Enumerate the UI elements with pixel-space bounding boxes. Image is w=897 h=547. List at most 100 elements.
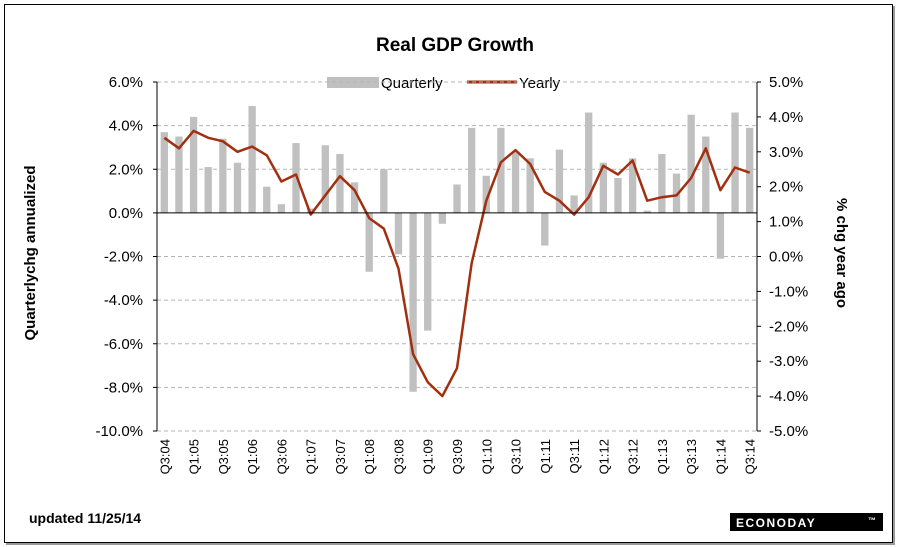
quarterly-bar (541, 212, 549, 246)
quarterly-bar (336, 153, 344, 213)
right-tick-label: 2.0% (769, 179, 803, 196)
quarterly-bar (658, 153, 666, 213)
x-tick-label: Q3:05 (216, 439, 231, 474)
quarterly-bar (511, 151, 520, 213)
quarterly-bar (482, 175, 490, 213)
quarterly-bar (233, 162, 242, 213)
x-tick-label: Q1:13 (655, 439, 670, 474)
x-tick-label: Q1:11 (538, 439, 553, 473)
quarterly-bar (555, 149, 564, 213)
left-tick-label: -4.0% (104, 292, 143, 309)
axes (153, 81, 761, 432)
quarterly-bar (160, 132, 168, 213)
x-tick-label: Q3:08 (391, 439, 406, 474)
quarterly-bar (409, 212, 417, 392)
x-tick-label: Q1:10 (479, 439, 494, 474)
quarterly-bar (394, 212, 403, 255)
x-tick-label: Q1:05 (187, 439, 202, 474)
x-tick-label: Q1:08 (362, 439, 377, 474)
left-tick-label: 6.0% (109, 74, 143, 91)
yearly-line-layer (163, 129, 751, 398)
quarterly-bar (277, 204, 286, 213)
right-tick-label: -2.0% (769, 318, 808, 335)
quarterly-bar (599, 162, 607, 213)
quarterly-bar (497, 127, 505, 213)
x-tick-label: Q1:06 (245, 439, 260, 474)
right-axis-label: % chg year ago (833, 198, 850, 308)
quarterly-bar (731, 112, 739, 213)
quarterly-bar (248, 105, 256, 213)
left-tick-label: 4.0% (109, 118, 143, 135)
legend-yearly-label: Yearly (519, 75, 561, 92)
quarterly-bar (614, 177, 622, 213)
right-tick-label: -5.0% (769, 423, 808, 440)
legend: Quarterly Yearly (327, 75, 561, 92)
left-tick-label: -8.0% (104, 379, 143, 396)
quarterly-bar (687, 114, 695, 213)
right-tick-label: -4.0% (769, 388, 808, 405)
logo-tm: ™ (868, 516, 876, 525)
updated-note: updated 11/25/14 (29, 510, 141, 526)
x-tick-label: Q3:04 (157, 439, 172, 474)
quarterly-bar (307, 208, 315, 213)
left-axis-label: Quarterlychg annualized (22, 165, 39, 340)
quarterly-bar (453, 184, 461, 213)
chart-svg: Real GDP Growth Quarterly Yearly 6.0% 4.0… (22, 35, 883, 531)
chart-frame: Real GDP Growth Quarterly Yearly 6.0% 4.0… (4, 4, 893, 543)
x-tick-label: Q3:09 (450, 439, 465, 474)
chart-title: Real GDP Growth (376, 35, 534, 56)
right-tick-label: -3.0% (769, 353, 808, 370)
quarterly-bar (204, 167, 212, 213)
legend-quarterly-label: Quarterly (381, 75, 443, 92)
x-tick-label: Q1:14 (713, 439, 728, 474)
quarterly-bar (672, 173, 681, 213)
right-tick-label: 4.0% (769, 109, 803, 126)
quarterly-bar (585, 112, 593, 213)
x-tick-label: Q3:10 (509, 439, 524, 474)
x-tick-label: Q3:11 (567, 439, 582, 473)
yearly-line (163, 129, 751, 398)
x-tick-label: Q3:07 (333, 439, 348, 474)
left-tick-label: -6.0% (104, 336, 143, 353)
x-tick-label: Q1:07 (304, 439, 319, 474)
x-tick-label: Q3:12 (626, 439, 641, 474)
logo-text: ECONODAY (736, 516, 816, 530)
quarterly-bar (643, 210, 651, 213)
x-tick-label: Q1:09 (421, 439, 436, 474)
quarterly-bar (746, 127, 754, 213)
right-tick-label: 1.0% (769, 214, 803, 231)
quarterly-bar (350, 182, 359, 213)
right-tick-label: -1.0% (769, 283, 808, 300)
quarterly-bar (380, 169, 388, 213)
right-tick-label: 3.0% (769, 144, 803, 161)
quarterly-bar (570, 195, 578, 213)
quarterly-bar (438, 212, 447, 224)
quarterly-bar (263, 186, 271, 213)
x-tick-label: Q3:13 (684, 439, 699, 474)
quarterly-bar (175, 136, 183, 213)
quarterly-bar (321, 145, 329, 213)
logo-box (730, 513, 883, 531)
x-tick-label: Q3:14 (743, 439, 758, 474)
quarterly-bar (716, 212, 725, 259)
quarterly-bar (424, 212, 432, 331)
left-tick-label: -2.0% (104, 249, 143, 266)
quarterly-bars (160, 105, 754, 392)
x-tick-label: Q3:06 (274, 439, 289, 474)
left-tick-label: 0.0% (109, 205, 143, 222)
right-tick-label: 0.0% (769, 249, 803, 266)
quarterly-bar (365, 212, 373, 272)
right-tick-label: 5.0% (769, 74, 803, 91)
econoday-logo: ECONODAY ™ (730, 513, 883, 531)
left-tick-label: -10.0% (95, 423, 143, 440)
gridlines (157, 81, 757, 432)
tick-labels: 6.0% 4.0% 2.0% 0.0% -2.0% -4.0% -6.0% -8.0% -10.… (95, 74, 808, 474)
quarterly-bar (219, 138, 227, 213)
quarterly-bar (526, 158, 534, 213)
quarterly-bar (628, 158, 637, 213)
quarterly-bar (702, 136, 710, 213)
left-tick-label: 2.0% (109, 161, 143, 178)
quarterly-bar (189, 116, 198, 213)
x-tick-label: Q1:12 (596, 439, 611, 474)
quarterly-bar (467, 127, 476, 213)
